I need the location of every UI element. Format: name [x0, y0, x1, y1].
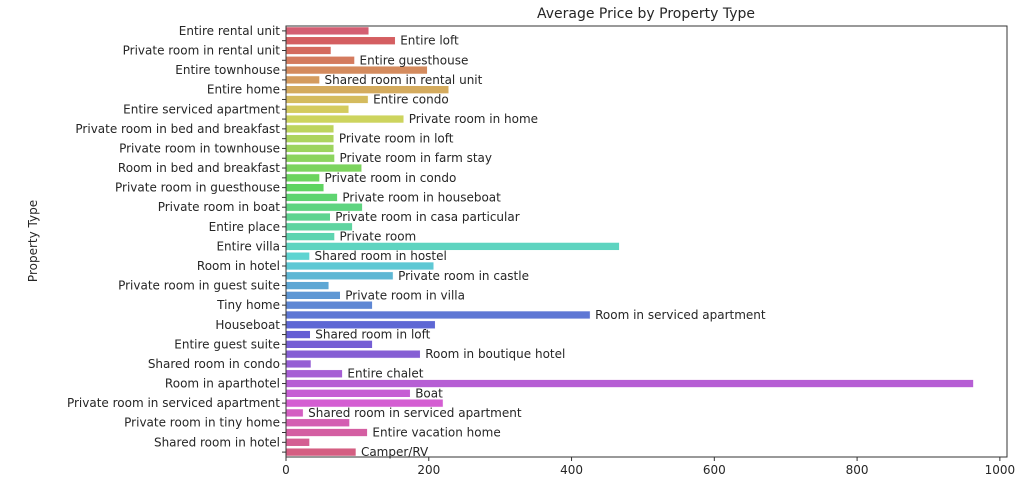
y-tick-label: Private room in casa particular [335, 210, 519, 224]
y-tick-label: Entire rental unit [179, 24, 281, 38]
bar [285, 349, 421, 359]
y-tick-label: Private room in loft [339, 132, 454, 146]
y-tick-label: Private room in home [409, 112, 538, 126]
bar [285, 193, 338, 202]
y-tick-label: Private room in farm stay [340, 151, 492, 165]
y-tick-label: Entire chalet [347, 367, 423, 381]
y-tick-label: Entire serviced apartment [123, 102, 280, 116]
y-tick-label: Shared room in loft [315, 328, 430, 342]
y-tick-label: Shared room in hotel [154, 435, 280, 449]
y-tick-label: Tiny home [216, 298, 280, 312]
bar [285, 105, 350, 114]
bar [285, 75, 320, 85]
y-tick-label: Private room in tiny home [124, 416, 280, 430]
y-tick-label: Shared room in hostel [315, 249, 447, 263]
y-tick-label: Room in bed and breakfast [118, 161, 280, 175]
y-tick-label: Entire condo [373, 92, 449, 106]
y-tick-label: Private room in condo [325, 171, 457, 185]
bar [285, 114, 405, 124]
y-tick-label: Entire loft [400, 34, 459, 48]
bar [285, 418, 350, 427]
y-tick-labels: Entire rental unit Entire loft Private roo… [67, 24, 766, 459]
y-tick-label: Camper/RV [361, 445, 429, 459]
bar [285, 310, 591, 320]
bar [285, 183, 325, 192]
x-tick-label: 1000 [985, 463, 1016, 477]
bar [285, 379, 974, 388]
bar [285, 134, 335, 143]
bar [285, 281, 330, 290]
y-tick-label: Shared room in rental unit [325, 73, 483, 87]
bars-group [285, 26, 974, 457]
bar [285, 389, 411, 398]
y-tick-label: Private room in townhouse [119, 141, 280, 155]
bar [285, 95, 369, 104]
y-axis-label: Property Type [26, 200, 40, 282]
y-tick-label: Private room in houseboat [342, 190, 501, 204]
bar [285, 271, 394, 280]
bar [285, 428, 368, 437]
bar [285, 252, 310, 261]
y-tick-label: Private room [340, 230, 417, 244]
bar [285, 438, 310, 447]
y-tick-label: Private room in rental unit [123, 43, 281, 57]
y-tick-label: Entire guest suite [174, 337, 280, 351]
x-ticks: 0 200 400 600 800 1000 [282, 457, 1015, 477]
bar [285, 154, 335, 163]
bar [285, 26, 370, 36]
bar [285, 173, 320, 182]
bar [285, 56, 355, 65]
y-tick-label: Room in hotel [197, 259, 280, 273]
y-tick-label: Shared room in serviced apartment [308, 406, 522, 420]
bar [285, 212, 331, 222]
bar [285, 46, 332, 55]
bar [285, 447, 357, 457]
bar [285, 369, 343, 378]
bar [285, 36, 396, 45]
x-tick-label: 200 [417, 463, 440, 477]
x-tick-label: 600 [703, 463, 726, 477]
bar [285, 144, 335, 153]
y-tick-label: Private room in castle [398, 269, 529, 283]
y-tick-label: Shared room in condo [148, 357, 280, 371]
y-tick-label: Entire villa [216, 239, 280, 253]
y-tick-label: Room in boutique hotel [425, 347, 565, 361]
bar [285, 291, 341, 300]
y-tick-label: Entire guesthouse [360, 53, 469, 67]
y-tick-label: Room in aparthotel [165, 377, 280, 391]
y-tick-label: Houseboat [215, 318, 280, 332]
y-tick-label: Private room in boat [158, 200, 281, 214]
bar [285, 301, 373, 310]
x-tick-label: 0 [282, 463, 290, 477]
y-tick-label: Private room in guesthouse [115, 181, 280, 195]
plot-frame [285, 25, 1008, 458]
bar [285, 359, 312, 369]
y-tick-label: Private room in bed and breakfast [75, 122, 280, 136]
y-tick-label: Room in serviced apartment [595, 308, 766, 322]
bar [285, 124, 335, 134]
chart-title: Average Price by Property Type [537, 6, 755, 22]
x-tick-label: 400 [560, 463, 583, 477]
bar [285, 408, 304, 418]
x-tick-label: 800 [846, 463, 869, 477]
bar [285, 330, 311, 339]
y-tick-label: Private room in guest suite [118, 279, 280, 293]
bar [285, 340, 373, 349]
y-tick-label: Entire place [209, 220, 280, 234]
y-tick-label: Private room in serviced apartment [67, 396, 280, 410]
y-tick-label: Entire home [207, 83, 280, 97]
bar [285, 232, 335, 241]
y-tick-label: Boat [415, 386, 443, 400]
y-tick-label: Private room in villa [345, 288, 465, 302]
y-tick-label: Entire townhouse [175, 63, 280, 77]
y-tick-label: Entire vacation home [372, 426, 500, 440]
